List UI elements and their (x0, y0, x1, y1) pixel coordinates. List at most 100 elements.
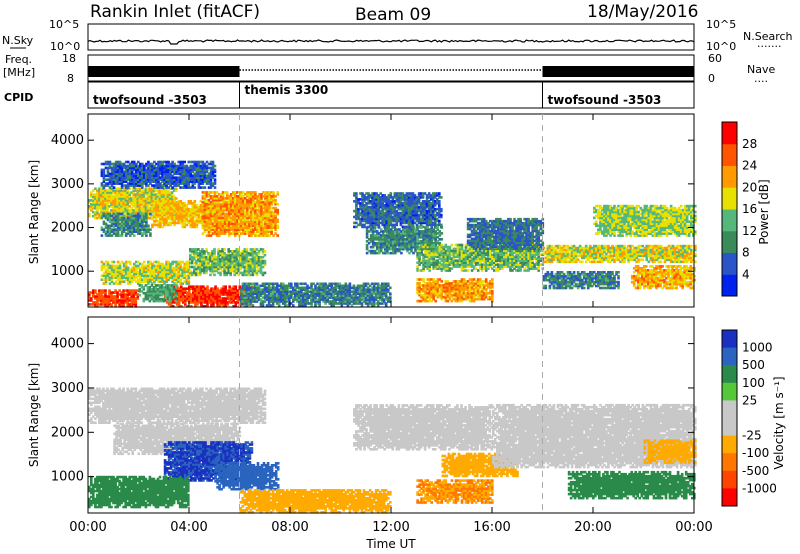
heatmap-cell (136, 203, 140, 206)
heatmap-cell (151, 225, 154, 229)
heatmap-cell (148, 199, 152, 202)
heatmap-cell (118, 189, 121, 192)
heatmap-cell (142, 189, 146, 192)
heatmap-cell (138, 197, 142, 200)
heatmap-cell (158, 189, 162, 192)
heatmap-cell (104, 216, 108, 220)
heatmap-cell (148, 201, 152, 204)
heatmap-cell (140, 210, 144, 214)
heatmap-cell (146, 207, 150, 210)
heatmap-cell (94, 203, 97, 206)
heatmap-cell (162, 187, 166, 190)
heatmap-cell (157, 202, 160, 205)
heatmap-cell (126, 212, 130, 216)
heatmap-cell (166, 193, 170, 196)
heatmap-cell (150, 189, 154, 192)
heatmap-cell (98, 195, 101, 198)
heatmap-cell (160, 197, 164, 200)
heatmap-cell (110, 195, 113, 198)
heatmap-cell (94, 187, 97, 190)
heatmap-cell (108, 210, 111, 214)
heatmap-cell (142, 193, 146, 196)
heatmap-cell (128, 197, 131, 200)
heatmap-cell (132, 234, 136, 237)
heatmap-cell (106, 232, 110, 235)
heatmap-cell (100, 191, 103, 194)
heatmap-cell (132, 197, 135, 200)
heatmap-cell (136, 195, 140, 198)
heatmap-cell (142, 203, 146, 206)
heatmap-cell (98, 193, 101, 196)
heatmap-cell (174, 197, 178, 200)
heatmap-cell (118, 218, 122, 222)
heatmap-cell (88, 199, 91, 202)
heatmap-cell (122, 189, 125, 192)
heatmap-cell (136, 189, 140, 192)
nave-label: Nave (747, 63, 775, 76)
heatmap-cell (112, 210, 115, 214)
heatmap-cell (225, 191, 229, 194)
heatmap-cell (116, 230, 120, 233)
heatmap-cell (140, 195, 144, 198)
heatmap-cell (155, 213, 158, 217)
heatmap-cell (120, 201, 123, 204)
heatmap-cell (137, 228, 140, 231)
heatmap-cell (440, 213, 443, 217)
heatmap-cell (153, 223, 156, 227)
heatmap-cell (140, 212, 144, 216)
heatmap-cell (147, 228, 150, 231)
heatmap-cell (132, 224, 136, 228)
heatmap-cell (104, 289, 107, 292)
heatmap-cell (134, 197, 138, 200)
heatmap-cell (159, 225, 162, 229)
heatmap-cell (146, 210, 150, 214)
heatmap-cell (122, 216, 126, 220)
freq-tick-bottom: 8 (67, 72, 74, 85)
heatmap-cell (134, 193, 138, 196)
cpid-label: CPID (4, 91, 33, 104)
heatmap-cell (151, 202, 154, 205)
heatmap-cell (110, 197, 113, 200)
nsky-tick-top: 10^5 (49, 18, 79, 31)
heatmap-cell (254, 191, 257, 194)
heatmap-cell (355, 192, 358, 195)
heatmap-cell (122, 195, 125, 198)
heatmap-cell (141, 220, 144, 224)
heatmap-cell (118, 193, 121, 196)
heatmap-cell (96, 203, 99, 206)
heatmap-cell (88, 201, 91, 204)
heatmap-cell (170, 195, 174, 198)
heatmap-cell (130, 209, 133, 212)
heatmap-cell (153, 215, 156, 219)
heatmap-cell (159, 221, 162, 225)
heatmap-cell (438, 200, 441, 203)
nsky-trace (87, 39, 695, 45)
heatmap-cell (136, 197, 140, 200)
heatmap-cell (128, 226, 132, 229)
heatmap-cell (148, 209, 152, 212)
heatmap-cell (112, 207, 115, 210)
heatmap-cell (126, 207, 129, 210)
heatmap-cell (104, 201, 107, 204)
heatmap-cell (140, 189, 144, 192)
heatmap-cell (147, 230, 150, 233)
heatmap-cell (172, 187, 176, 190)
heatmap-cell (98, 205, 101, 208)
heatmap-cell (142, 210, 146, 214)
heatmap-cell (106, 207, 109, 210)
heatmap-cell (114, 218, 118, 222)
heatmap-cell (112, 189, 115, 192)
heatmap-cell (114, 222, 118, 226)
heatmap-cell (135, 222, 138, 226)
heatmap-cell (128, 187, 131, 190)
heatmap-cell (155, 205, 158, 209)
heatmap-cell (140, 207, 144, 210)
heatmap-cell (440, 196, 443, 199)
heatmap-cell (130, 230, 134, 233)
heatmap-cell (114, 224, 118, 228)
heatmap-cell (161, 221, 164, 225)
heatmap-cell (120, 230, 124, 233)
heatmap-cell (440, 207, 443, 211)
heatmap-cell (162, 189, 166, 192)
heatmap-cell (94, 197, 97, 200)
